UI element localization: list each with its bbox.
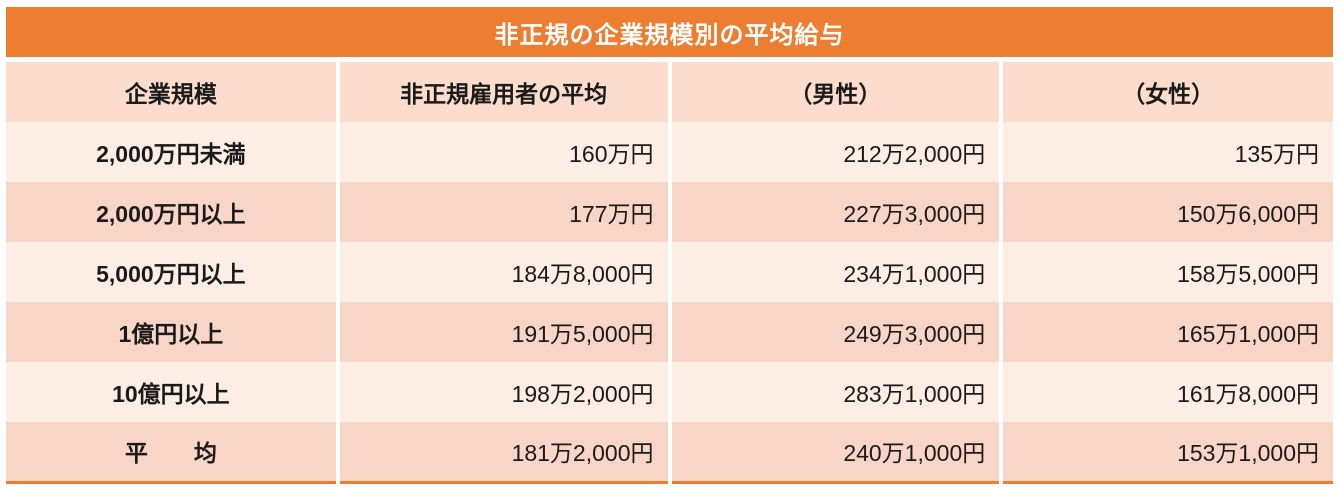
header-male: （男性） [667, 62, 1002, 122]
row-label-cell: 2,000万円以上 [96, 201, 246, 227]
female-cell: 161万8,000円 [999, 362, 1333, 422]
average-cell: 181万2,000円 [335, 422, 670, 482]
table-title-bar: 非正規の企業規模別の平均給与 [6, 7, 1333, 57]
male-cell: 234万1,000円 [667, 242, 1002, 302]
header-female: （女性） [999, 62, 1333, 122]
table-row: 2,000万円未満 160万円 212万2,000円 135万円 [6, 122, 1333, 182]
average-cell: 177万円 [335, 182, 670, 242]
male-cell: 212万2,000円 [667, 122, 1002, 182]
male-cell: 249万3,000円 [667, 302, 1002, 362]
header-row: 企業規模 非正規雇用者の平均 （男性） （女性） [6, 62, 1333, 122]
table-title: 非正規の企業規模別の平均給与 [494, 21, 845, 49]
header-nonregular-average: 非正規雇用者の平均 [335, 62, 670, 122]
female-cell: 158万5,000円 [999, 242, 1333, 302]
row-label-cell: 2,000万円未満 [96, 141, 246, 167]
average-cell: 191万5,000円 [335, 302, 670, 362]
row-label-cell: 1億円以上 [118, 321, 224, 347]
male-cell: 227万3,000円 [667, 182, 1002, 242]
row-label-cell: 5,000万円以上 [96, 261, 246, 287]
table-row: 2,000万円以上 177万円 227万3,000円 150万6,000円 [6, 182, 1333, 242]
average-cell: 160万円 [335, 122, 670, 182]
table-row-average: 平 均 181万2,000円 240万1,000円 153万1,000円 [6, 422, 1333, 482]
average-cell: 184万8,000円 [335, 242, 670, 302]
table-row: 5,000万円以上 184万8,000円 234万1,000円 158万5,00… [6, 242, 1333, 302]
salary-table: 企業規模 非正規雇用者の平均 （男性） （女性） 2,000万円未満 160万円… [6, 62, 1333, 484]
female-cell: 153万1,000円 [999, 422, 1333, 482]
male-cell: 240万1,000円 [667, 422, 1002, 482]
table-row: 10億円以上 198万2,000円 283万1,000円 161万8,000円 [6, 362, 1333, 422]
table-row: 1億円以上 191万5,000円 249万3,000円 165万1,000円 [6, 302, 1333, 362]
male-cell: 283万1,000円 [667, 362, 1002, 422]
average-cell: 198万2,000円 [335, 362, 670, 422]
female-cell: 150万6,000円 [999, 182, 1333, 242]
female-cell: 165万1,000円 [999, 302, 1333, 362]
female-cell: 135万円 [999, 122, 1333, 182]
row-label-cell: 平 均 [124, 440, 217, 467]
row-label-cell: 10億円以上 [112, 381, 230, 407]
header-company-size: 企業規模 [6, 62, 338, 122]
